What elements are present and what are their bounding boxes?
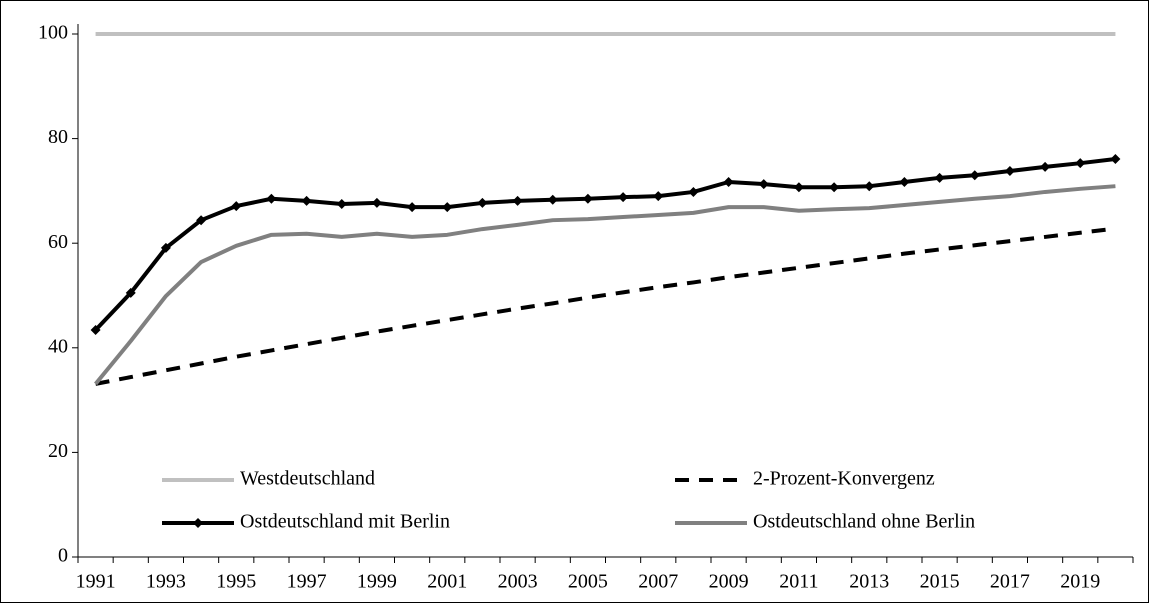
legend-marker: [193, 518, 203, 528]
marker: [1075, 158, 1086, 169]
x-tick-label: 1997: [287, 571, 327, 593]
x-tick-label: 2017: [990, 571, 1030, 593]
marker: [582, 193, 593, 204]
marker: [758, 179, 769, 190]
series-line: [94, 184, 1116, 386]
marker: [477, 197, 488, 208]
x-tick-label: 1999: [357, 571, 397, 593]
x-tick-label: 2007: [638, 571, 678, 593]
legend-label: 2-Prozent-Konvergenz: [753, 468, 935, 490]
x-tick-label: 2015: [920, 571, 960, 593]
marker: [723, 177, 734, 188]
marker: [618, 192, 629, 203]
marker: [1040, 161, 1051, 172]
y-tick-label: 0: [58, 545, 68, 567]
x-tick-label: 1991: [76, 571, 116, 593]
y-tick-label: 80: [48, 126, 68, 148]
marker: [336, 198, 347, 209]
marker: [934, 172, 945, 183]
x-tick-label: 2019: [1060, 571, 1100, 593]
marker: [864, 181, 875, 192]
marker: [793, 182, 804, 193]
x-tick-label: 2001: [427, 571, 467, 593]
x-tick-label: 2011: [779, 571, 818, 593]
y-tick-label: 40: [48, 335, 68, 357]
marker: [160, 242, 171, 253]
marker: [829, 182, 840, 193]
series-line: [94, 157, 1116, 332]
marker: [90, 325, 101, 336]
y-tick-label: 100: [38, 22, 68, 44]
marker: [266, 193, 277, 204]
y-tick-label: 60: [48, 231, 68, 253]
marker: [125, 287, 136, 298]
marker: [688, 186, 699, 197]
marker: [196, 215, 207, 226]
marker: [407, 202, 418, 213]
x-tick-label: 2005: [568, 571, 608, 593]
y-tick-label: 20: [48, 440, 68, 462]
marker: [547, 194, 558, 205]
legend-label: Ostdeutschland ohne Berlin: [753, 511, 975, 533]
legend-label: Westdeutschland: [240, 468, 375, 490]
marker: [899, 177, 910, 188]
marker: [301, 195, 312, 206]
marker: [1004, 166, 1015, 177]
x-tick-label: 2009: [709, 571, 749, 593]
series-line: [95, 226, 1116, 386]
legend-label: Ostdeutschland mit Berlin: [240, 511, 450, 533]
x-tick-label: 1995: [216, 571, 256, 593]
marker: [969, 170, 980, 181]
marker: [1110, 153, 1121, 164]
x-tick-label: 1993: [146, 571, 186, 593]
marker: [653, 191, 664, 202]
marker: [512, 195, 523, 206]
marker: [371, 197, 382, 208]
x-tick-label: 2003: [498, 571, 538, 593]
marker: [231, 201, 242, 212]
marker: [442, 202, 453, 213]
x-tick-label: 2013: [849, 571, 889, 593]
